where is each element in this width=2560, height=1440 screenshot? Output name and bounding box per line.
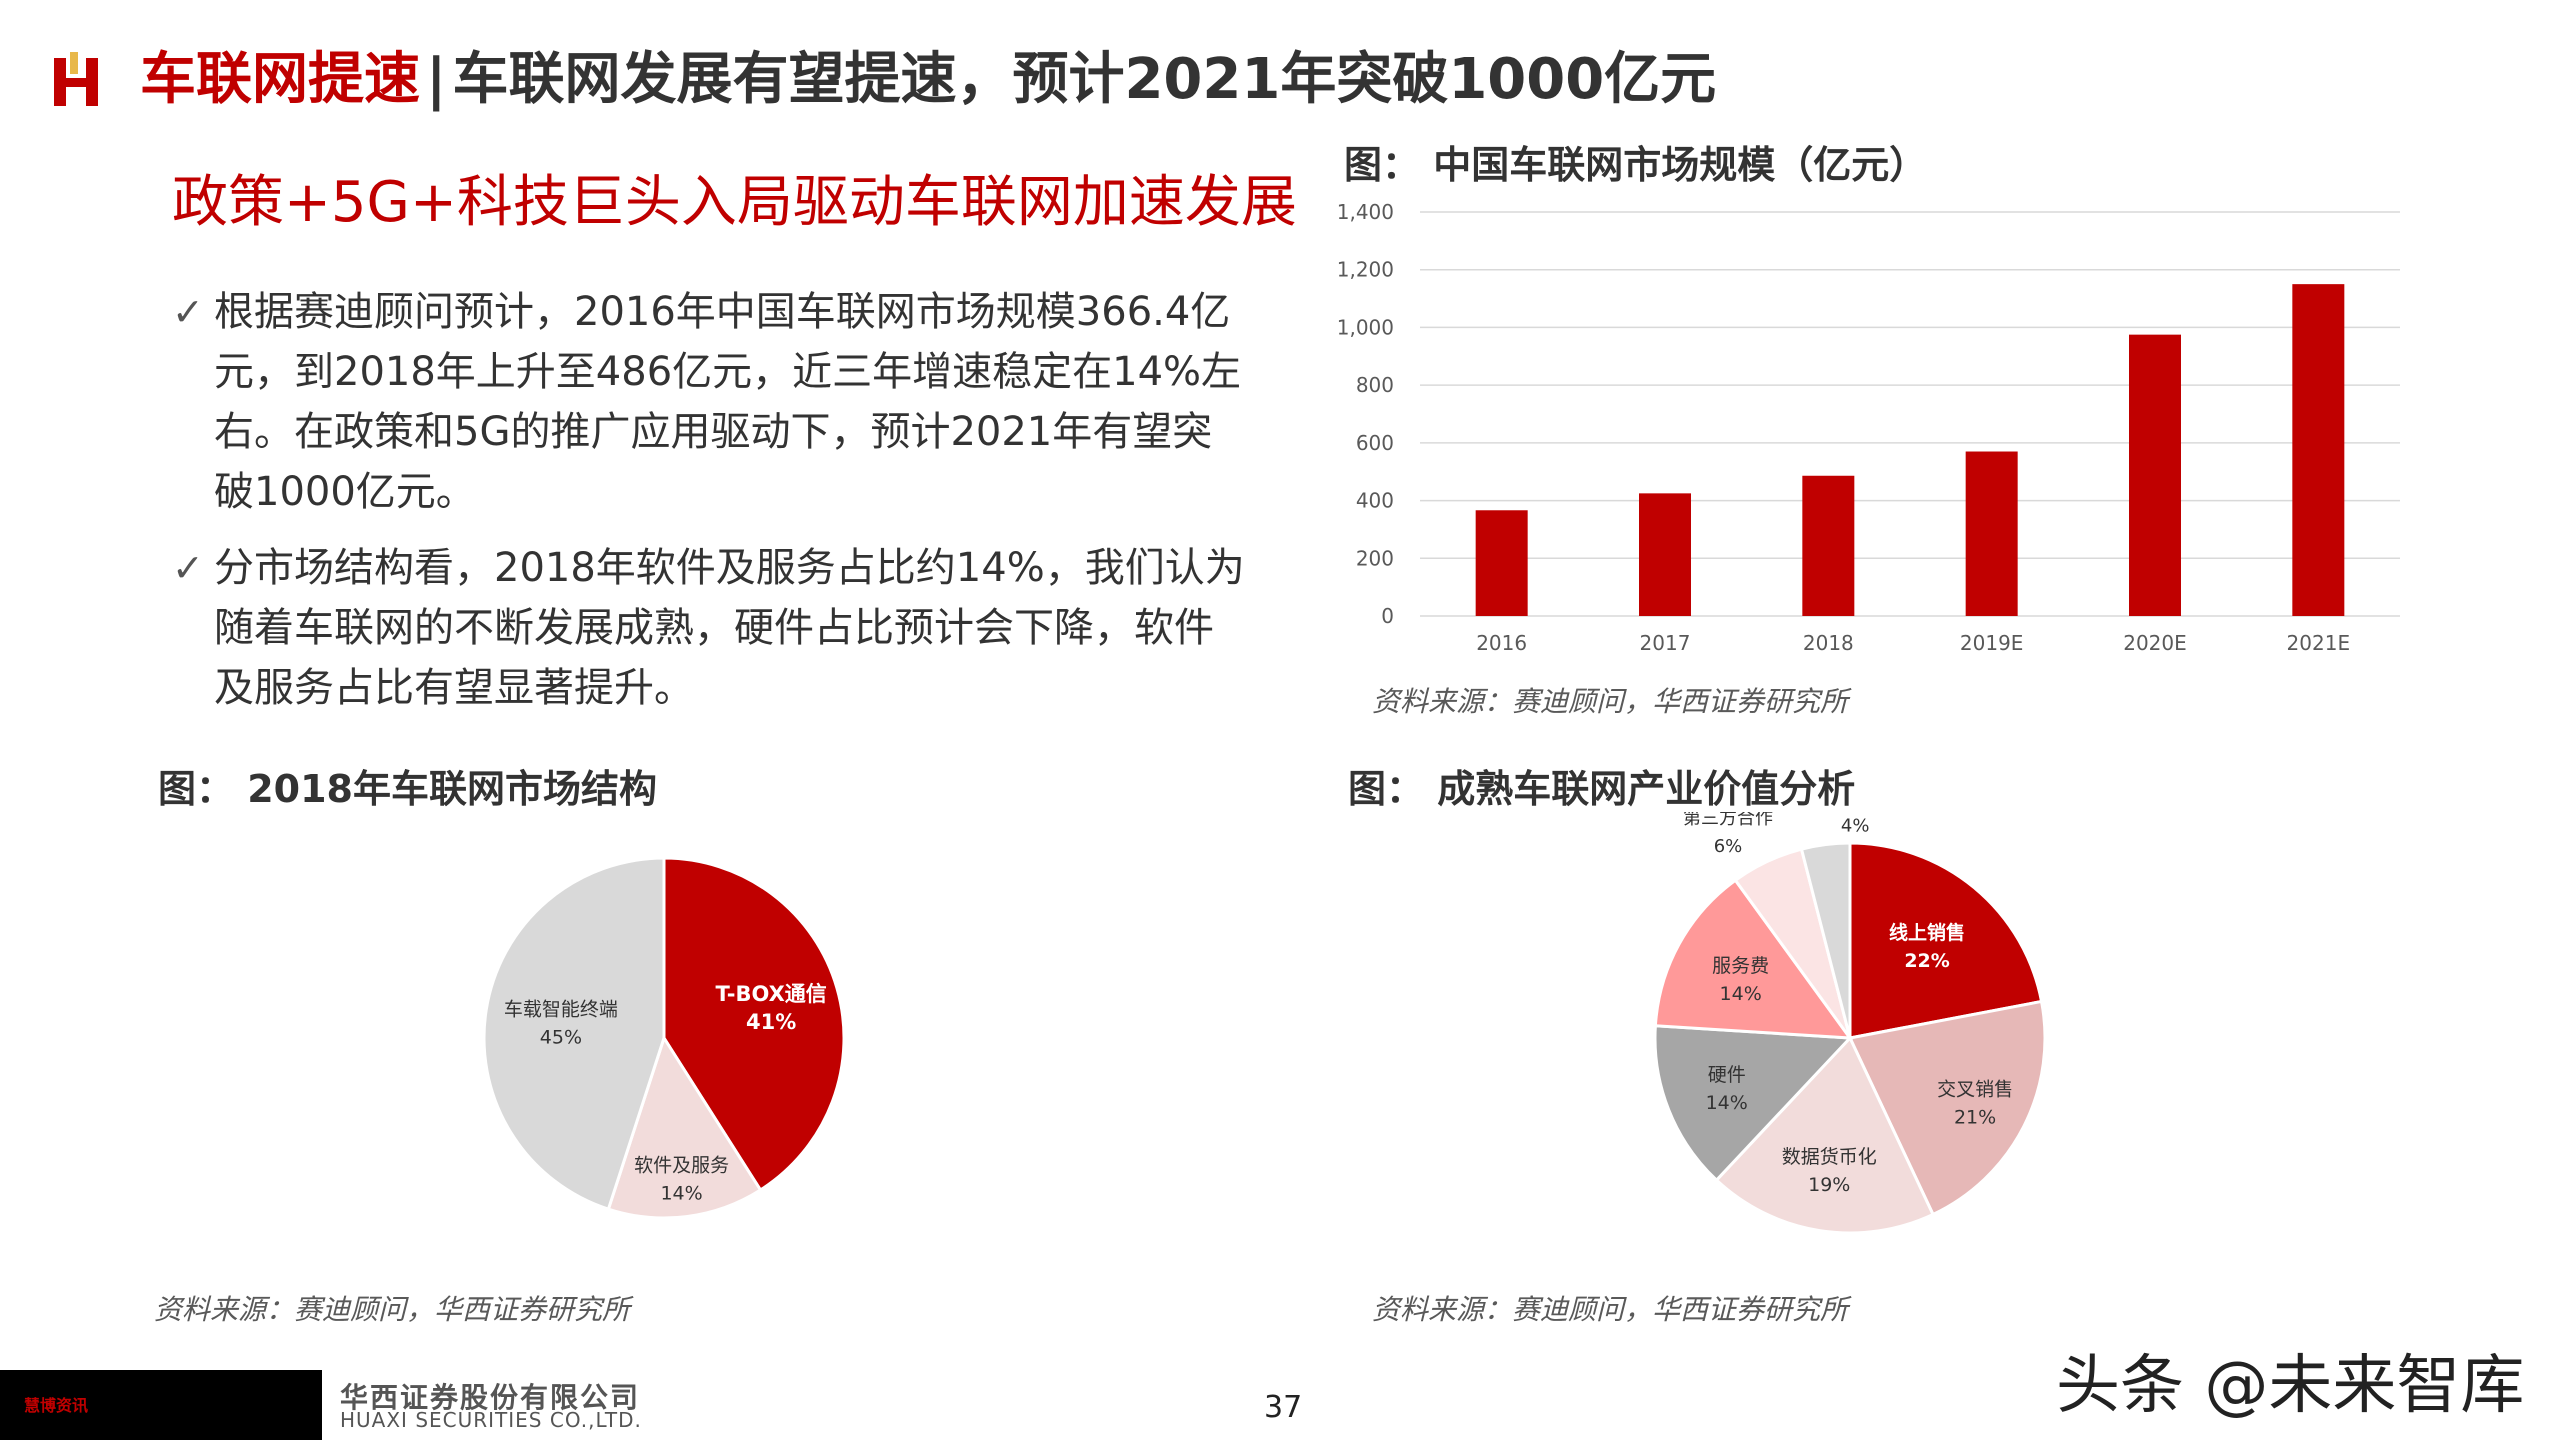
pie-slice-label: 交叉销售	[1937, 1079, 2013, 1101]
pie-slice-pct: 45%	[540, 1027, 582, 1049]
pie-slice-pct: 22%	[1904, 950, 1949, 972]
pie-slice	[1847, 999, 2047, 1217]
header-title-red: 车联网提速	[140, 47, 420, 112]
pie-slice-label: T-BOX通信	[716, 982, 827, 1006]
pie-slice	[606, 1034, 763, 1220]
pie-slice	[1799, 841, 1852, 1039]
pie-slice-pct: 14%	[660, 1182, 702, 1204]
huaxi-logo-icon	[54, 52, 98, 106]
pie-slice-pct: 19%	[1808, 1174, 1850, 1196]
footer-tag: 慧博资讯	[24, 1396, 89, 1415]
bar-2016	[1475, 510, 1528, 616]
bar-chart: 0 200 400 600 800 1,000 1,200 1,400 2016 2017 201…	[1337, 200, 2400, 655]
bar-2020E	[2129, 334, 2181, 616]
bullet-text: 分市场结构看，2018年软件及服务占比约14%，我们认为随着车联网的不断发展成熟…	[214, 545, 1245, 711]
bar-x-tick-label: 2021E	[2287, 631, 2351, 655]
bar-y-tick-label: 600	[1356, 431, 1394, 455]
pie-slice	[1653, 878, 1854, 1040]
pie-slice-pct: 41%	[746, 1010, 796, 1034]
pie-slice-pct: 4%	[1841, 816, 1870, 837]
watermark: 头条 @未来智库	[2056, 1349, 2525, 1423]
pie-slice-label: 服务费	[1712, 955, 1769, 977]
footer-black-block	[0, 1370, 322, 1440]
pie-slice	[1848, 841, 2044, 1040]
bar-2019E	[1965, 451, 2018, 616]
bar-chart-caption: 图： 中国车联网市场规模（亿元）	[1344, 143, 1928, 187]
bar-y-tick-label: 200	[1356, 546, 1394, 570]
pie-slice	[482, 856, 666, 1212]
bar-y-tick-label: 0	[1381, 604, 1394, 628]
bar-y-tick-label: 1,400	[1337, 200, 1394, 224]
pie-slice	[1653, 1024, 1854, 1183]
bullet-text: 根据赛迪顾问预计，2016年中国车联网市场规模366.4亿元，到2018年上升至…	[214, 289, 1242, 515]
bar-x-tick-label: 2016	[1476, 631, 1527, 655]
bullet-item: ✓ 分市场结构看，2018年软件及服务占比约14%，我们认为随着车联网的不断发展…	[172, 538, 1252, 718]
bar-chart-source: 资料来源：赛迪顾问，华西证券研究所	[1372, 685, 1849, 718]
pie1-caption: 图： 2018年车联网市场结构	[158, 767, 657, 811]
bar-x-tick-label: 2017	[1640, 631, 1691, 655]
pie-slice-pct: 14%	[1720, 983, 1762, 1005]
bullet-item: ✓ 根据赛迪顾问预计，2016年中国车联网市场规模366.4亿元，到2018年上…	[172, 282, 1252, 522]
check-icon: ✓	[172, 290, 204, 334]
pie-slice	[1714, 1035, 1936, 1235]
pie-slice-label: 车载智能终端	[504, 999, 618, 1021]
bar-2017	[1639, 493, 1691, 616]
bar-2018	[1802, 475, 1855, 616]
page-number: 37	[1264, 1390, 1303, 1425]
pie-slice-label: 数据货币化	[1782, 1146, 1877, 1168]
pie-slice-label: 硬件	[1708, 1064, 1746, 1086]
footer-company-en: HUAXI SECURITIES CO.,LTD.	[340, 1408, 642, 1432]
check-icon: ✓	[172, 546, 204, 590]
pie2-source: 资料来源：赛迪顾问，华西证券研究所	[1372, 1293, 1849, 1326]
pie1-chart: T-BOX通信 41% 软件及服务 14% 车载智能终端 45%	[482, 856, 846, 1220]
footer-company-cn: 华西证券股份有限公司	[340, 1381, 641, 1414]
pie2-chart: 线上销售 22% 交叉销售 21% 数据货币化 19% 硬件 14% 服务费 14% 第三方合作 6%…	[1653, 812, 2047, 1235]
pie-slice-pct: 6%	[1714, 836, 1743, 857]
bar-x-tick-label: 2020E	[2123, 631, 2187, 655]
pie-slice-label: 线上销售	[1889, 921, 1965, 944]
bar-y-tick-label: 800	[1356, 373, 1394, 397]
pie-slice-label: 软件及服务	[634, 1154, 729, 1176]
bar-x-tick-label: 2019E	[1960, 631, 2024, 655]
bar-x-tick-label: 2018	[1803, 631, 1854, 655]
section-heading: 政策+5G+科技巨头入局驱动车联网加速发展	[172, 170, 1297, 235]
header-title: 车联网发展有望提速，预计2021年突破1000亿元	[452, 47, 1717, 112]
bar-2021E	[2292, 284, 2345, 616]
pie-slice-pct: 14%	[1706, 1092, 1748, 1114]
bar-y-tick-label: 400	[1356, 489, 1394, 513]
bar-y-tick-label: 1,200	[1337, 258, 1394, 282]
pie-slice-pct: 21%	[1954, 1107, 1996, 1129]
header-separator: |	[426, 47, 447, 112]
pie-slice-label: 第三方合作	[1683, 812, 1773, 829]
pie1-source: 资料来源：赛迪顾问，华西证券研究所	[154, 1293, 631, 1326]
page-header: 车联网提速 | 车联网发展有望提速，预计2021年突破1000亿元	[140, 44, 1716, 116]
pie2-caption: 图： 成熟车联网产业价值分析	[1348, 767, 1856, 811]
bar-y-tick-label: 1,000	[1337, 315, 1394, 339]
